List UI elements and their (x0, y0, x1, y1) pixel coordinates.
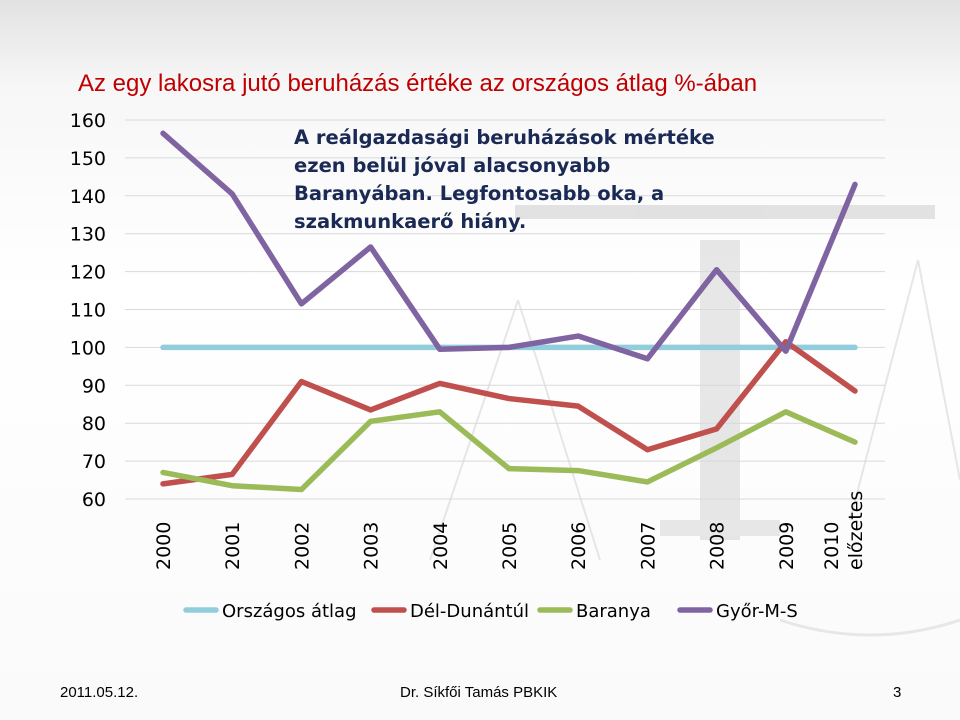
x-tick-label: 2010 előzetes (821, 491, 867, 570)
svg-text:2009: 2009 (776, 522, 798, 570)
y-tick-label: 140 (70, 186, 106, 208)
svg-text:2008: 2008 (707, 522, 729, 570)
svg-text:Győr-M-S: Győr-M-S (716, 601, 798, 622)
series-line (160, 338, 858, 487)
footer-author: Dr. Síkfői Tamás PBKIK (400, 684, 558, 701)
svg-text:2004: 2004 (430, 522, 452, 570)
legend-entry: Győr-M-S (677, 601, 798, 622)
x-tick-label: 2005 (499, 522, 521, 570)
x-tick-label: 2009 (776, 522, 798, 570)
y-tick-label: 70 (82, 451, 106, 473)
svg-text:2005: 2005 (499, 522, 521, 570)
svg-text:Dél-Dunántúl: Dél-Dunántúl (410, 601, 529, 622)
x-tick-label: 2003 (361, 522, 383, 570)
y-tick-label: 100 (70, 337, 106, 359)
x-tick-label: 2002 (291, 522, 313, 570)
footer-date: 2011.05.12. (60, 684, 139, 701)
x-tick-label: 2000 (153, 522, 175, 570)
series-line (160, 130, 858, 362)
y-tick-label: 160 (70, 110, 106, 132)
svg-text:2003: 2003 (361, 522, 383, 570)
svg-text:2002: 2002 (291, 522, 313, 570)
svg-text:2010: 2010 (821, 522, 843, 570)
y-tick-label: 150 (70, 148, 106, 170)
legend-entry: Baranya (537, 601, 651, 622)
page-title: Az egy lakosra jutó beruházás értéke az … (78, 70, 758, 97)
y-tick-label: 130 (70, 224, 106, 246)
svg-text:előzetes: előzetes (845, 491, 867, 570)
svg-text:2000: 2000 (153, 522, 175, 570)
chart-annotation: A reálgazdasági beruházások mértéke ezen… (294, 126, 715, 233)
svg-text:Országos átlag: Országos átlag (222, 601, 357, 622)
y-tick-label: 110 (70, 300, 106, 322)
x-tick-label: 2001 (222, 522, 244, 570)
x-tick-label: 2007 (637, 522, 659, 570)
y-tick-label: 60 (82, 489, 106, 511)
x-tick-label: 2006 (568, 522, 590, 570)
svg-text:Baranya: Baranya (576, 601, 651, 622)
svg-text:2006: 2006 (568, 522, 590, 570)
y-tick-label: 120 (70, 262, 106, 284)
x-tick-label: 2004 (430, 522, 452, 570)
series-line (160, 409, 858, 493)
svg-text:2007: 2007 (637, 522, 659, 570)
y-tick-label: 90 (82, 375, 106, 397)
page-number: 3 (893, 684, 902, 701)
x-tick-label: 2008 (707, 522, 729, 570)
svg-text:2001: 2001 (222, 522, 244, 570)
legend-entry: Dél-Dunántúl (371, 601, 529, 622)
legend-entry: Országos átlag (183, 601, 357, 622)
y-tick-label: 80 (82, 413, 106, 435)
scales-watermark-icon (429, 205, 960, 637)
